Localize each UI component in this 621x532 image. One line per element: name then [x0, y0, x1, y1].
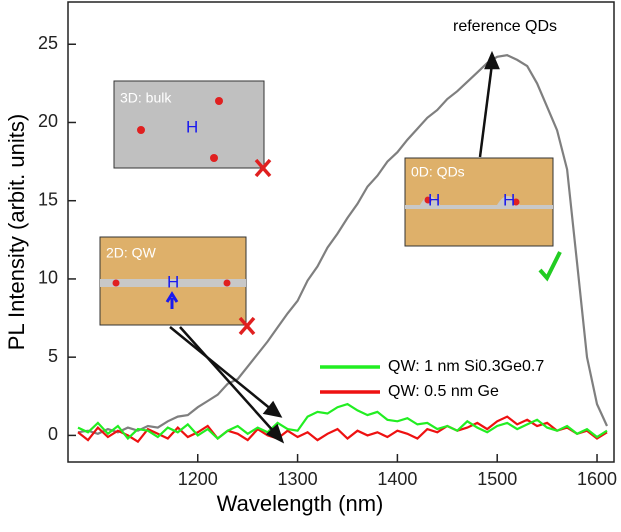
inset-mark: H [167, 272, 179, 291]
x-tick-label: 1500 [477, 469, 517, 489]
inset-mark: H [186, 117, 198, 136]
inset-mark: H [428, 190, 440, 209]
reference-label: reference QDs [453, 18, 557, 35]
legend-label: QW: 1 nm Si0.3Ge0.7 [388, 358, 544, 375]
inset-2d: 2D: QW H [99, 236, 256, 336]
inset-label: 2D: QW [106, 245, 157, 261]
y-tick-label: 20 [38, 111, 58, 131]
inset-0d: 0D: QDs H H [404, 157, 554, 247]
y-tick-label: 10 [38, 268, 58, 288]
plot-frame [67, 1, 615, 463]
legend: QW: 1 nm Si0.3Ge0.7 QW: 0.5 nm Ge [320, 358, 544, 400]
inset-mark: H [503, 190, 515, 209]
arrows [169, 50, 500, 444]
y-tick-label: 5 [48, 346, 58, 366]
y-axis-title: PL Intensity (arbit. units) [4, 114, 29, 350]
x-tick-label: 1400 [377, 469, 417, 489]
inset-label: 0D: QDs [411, 164, 465, 180]
x-tick-label: 1300 [278, 469, 318, 489]
x-tick-label: 1200 [178, 469, 218, 489]
x-tick-label: 1600 [577, 469, 617, 489]
y-tick-label: 25 [38, 33, 58, 53]
inset-3d: 3D: bulk H [113, 80, 272, 178]
check-mark [538, 251, 562, 282]
x-axis-title: Wavelength (nm) [217, 491, 384, 516]
legend-label: QW: 0.5 nm Ge [388, 383, 499, 400]
y-tick-label: 15 [38, 189, 58, 209]
inset-label: 3D: bulk [120, 90, 172, 106]
y-tick-label: 0 [48, 424, 58, 444]
series-line [77, 54, 609, 435]
series-line [77, 402, 608, 441]
plot-area [77, 54, 609, 444]
series-line [77, 415, 608, 444]
